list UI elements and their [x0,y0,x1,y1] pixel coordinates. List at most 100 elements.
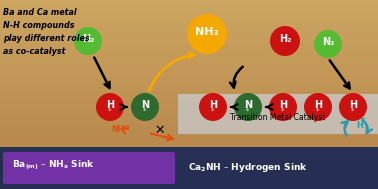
Text: *: * [246,108,250,114]
Bar [0,175,378,176]
Bar [0,169,378,170]
Bar [0,182,378,183]
Bar [0,63,378,64]
Bar [0,29,378,30]
Bar [0,6,378,7]
Bar [0,48,378,49]
Bar [0,13,378,14]
Bar [0,133,378,134]
Bar [0,173,378,174]
Text: play different roles: play different roles [3,34,90,43]
Bar [0,128,378,129]
Text: x: x [126,123,130,129]
Bar [0,160,378,161]
Bar [0,122,378,123]
Bar [0,65,378,66]
Bar [0,158,378,159]
Bar [0,75,378,76]
Bar [0,12,378,13]
Circle shape [234,93,262,121]
Bar [0,181,378,182]
Bar [0,66,378,67]
Bar [0,105,378,106]
Bar [0,138,378,139]
Circle shape [199,93,227,121]
Bar [0,170,378,171]
Bar [0,37,378,38]
Text: Ba and Ca metal: Ba and Ca metal [3,8,77,17]
Text: *: * [143,108,147,114]
Bar [0,0,378,1]
Bar [0,14,378,15]
Bar [0,124,378,125]
Text: H: H [356,121,363,129]
Bar [0,20,378,21]
Bar [0,77,378,78]
Bar [0,8,378,9]
Bar [0,180,378,181]
Text: *: * [351,108,355,114]
Bar [0,90,378,91]
Bar [0,177,378,178]
Bar [0,110,378,111]
Bar [0,67,378,68]
Bar [0,79,378,80]
Bar [0,185,378,186]
Bar [0,7,378,8]
Bar [0,117,378,118]
Text: H: H [349,100,357,110]
Bar [0,147,378,148]
Text: N₂: N₂ [82,34,94,44]
Bar [0,55,378,56]
Text: *: * [316,108,320,114]
Bar [0,71,378,72]
Bar [0,19,378,20]
Bar [0,24,378,25]
Bar [0,45,378,46]
Bar [0,54,378,55]
Bar [0,34,378,35]
Bar [0,156,378,157]
Bar [0,98,378,99]
Bar [0,41,378,42]
Bar [0,100,378,101]
Bar [0,172,378,173]
Bar [0,59,378,60]
Bar [0,61,378,62]
Bar [0,186,378,187]
Text: N-H compounds: N-H compounds [3,21,74,30]
Bar [0,141,378,142]
Bar [0,183,378,184]
Bar [0,73,378,74]
Bar [0,76,378,77]
Bar [0,154,378,155]
Text: N: N [244,100,252,110]
Bar [0,149,378,150]
Bar [0,162,378,163]
Bar [0,125,378,126]
Bar [0,96,378,97]
Bar [0,50,378,51]
Bar [0,47,378,48]
Text: N₂: N₂ [322,37,334,47]
Circle shape [269,93,297,121]
Bar [0,107,378,108]
Bar [0,88,378,89]
Bar [0,26,378,27]
Bar [0,33,378,34]
Text: $\mathbf{Ca_2NH}$ – Hydrogen Sink: $\mathbf{Ca_2NH}$ – Hydrogen Sink [188,160,308,174]
Bar [0,119,378,120]
Bar [0,81,378,82]
Bar [0,51,378,52]
Bar [0,115,378,116]
Bar [0,135,378,136]
Bar [0,179,378,180]
Bar [0,10,378,11]
Bar [0,178,378,179]
Bar [0,56,378,57]
Bar [0,164,378,165]
Bar [0,32,378,33]
Bar [0,161,378,162]
Bar [0,64,378,65]
Circle shape [131,93,159,121]
